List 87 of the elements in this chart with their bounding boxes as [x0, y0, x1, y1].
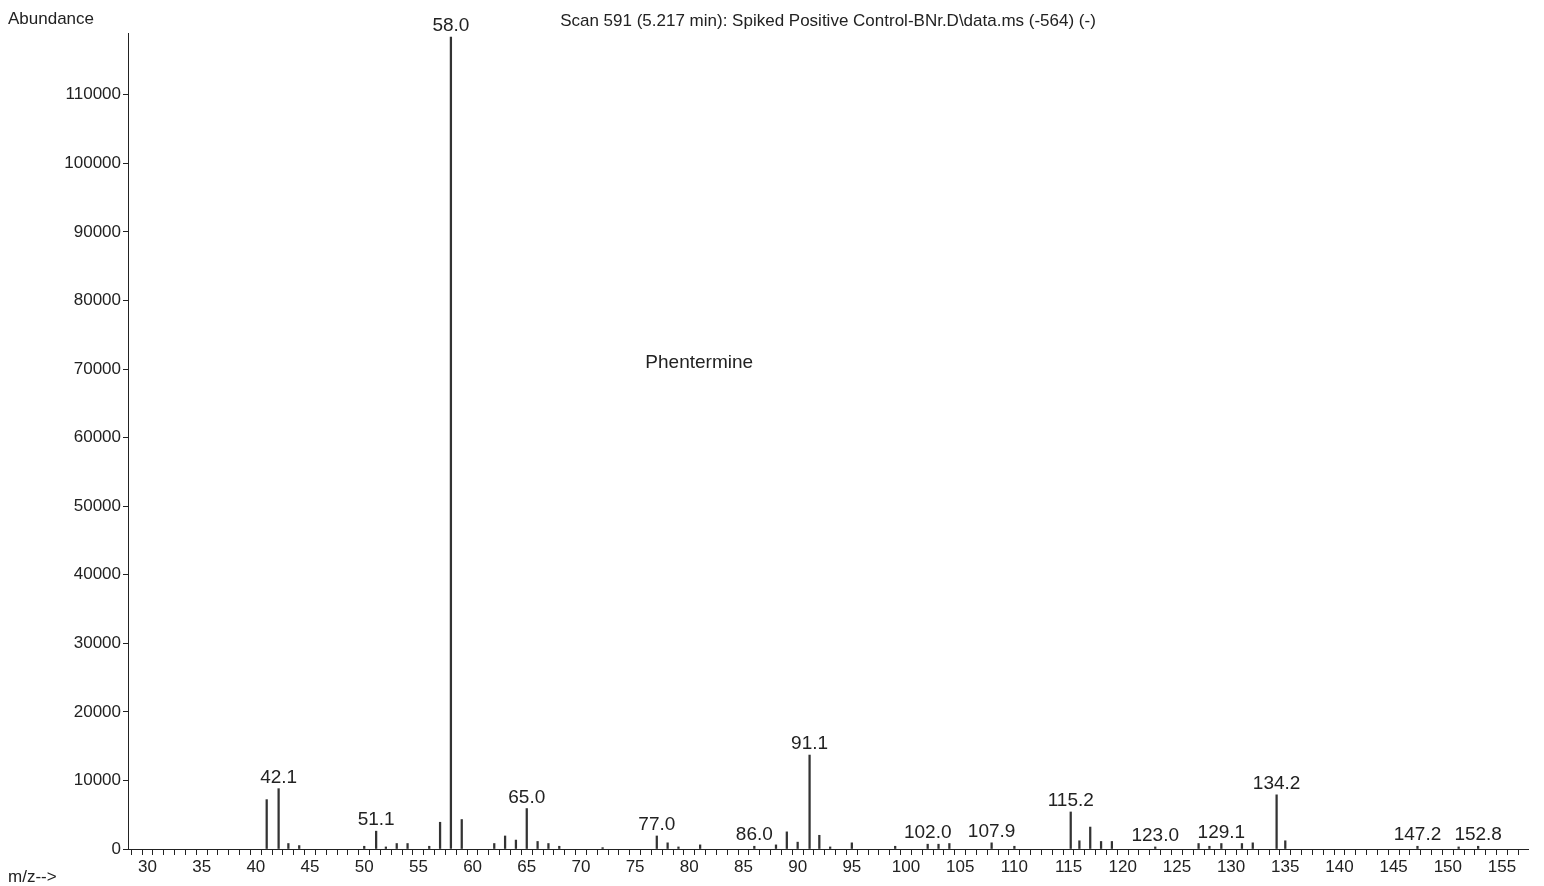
- annotation: 86.0: [735, 823, 773, 845]
- bar: [395, 843, 398, 849]
- y-tick-label: 70000: [73, 358, 121, 378]
- y-tick-label: 0: [111, 838, 121, 858]
- bar: [926, 843, 929, 849]
- x-tick-label: 125: [1162, 856, 1192, 876]
- annotation: 129.1: [1197, 820, 1246, 842]
- x-tick-label: 35: [192, 856, 212, 876]
- x-tick-label: 120: [1108, 856, 1137, 876]
- chart-title: Scan 591 (5.217 min): Spiked Positive Control-BNr.D\data.ms (-564) (-): [560, 11, 1096, 30]
- x-tick-label: 115: [1055, 856, 1083, 876]
- x-tick-label: 60: [463, 856, 483, 876]
- y-axis-title: Abundance: [8, 9, 95, 28]
- bar: [406, 843, 409, 849]
- annotation: 65.0: [508, 785, 546, 807]
- y-tick-label: 50000: [73, 495, 121, 515]
- bar: [818, 834, 821, 849]
- x-tick-label: 145: [1379, 856, 1408, 876]
- x-tick-label: 75: [625, 856, 645, 876]
- bar: [1220, 843, 1223, 849]
- y-tick-label: 90000: [73, 221, 121, 241]
- y-tick-label: 20000: [73, 701, 121, 721]
- x-tick-label: 90: [788, 856, 808, 876]
- annotation: 91.1: [791, 732, 829, 754]
- x-tick-label: 100: [891, 856, 921, 876]
- y-tick-label: 30000: [73, 632, 121, 652]
- x-tick-label: 95: [842, 856, 862, 876]
- x-tick-label: 130: [1216, 856, 1246, 876]
- x-tick-label: 50: [354, 856, 374, 876]
- bar: [990, 842, 993, 849]
- bar: [287, 843, 290, 849]
- annotation: Phentermine: [645, 350, 754, 372]
- y-tick-label: 80000: [73, 290, 121, 310]
- bar: [1251, 842, 1254, 849]
- bar: [1208, 845, 1211, 849]
- x-tick-label: 140: [1325, 856, 1354, 876]
- annotation: 107.9: [967, 819, 1016, 841]
- bar: [298, 845, 301, 849]
- y-tick-label: 100000: [64, 152, 121, 172]
- x-tick-label: 30: [138, 856, 157, 876]
- x-tick-label: 65: [517, 856, 537, 876]
- annotation: 147.2: [1393, 823, 1442, 845]
- bar: [1078, 840, 1081, 849]
- x-tick-label: 70: [571, 856, 591, 876]
- x-tick-label: 135: [1271, 856, 1300, 876]
- x-tick-label: 40: [246, 856, 266, 876]
- bar: [277, 788, 280, 849]
- bar: [666, 842, 669, 849]
- x-axis-title: m/z-->: [8, 867, 57, 886]
- annotation: 152.8: [1454, 823, 1502, 845]
- annotation: 42.1: [260, 765, 298, 787]
- bar: [850, 842, 853, 849]
- y-tick-label: 10000: [73, 770, 121, 790]
- annotation: 58.0: [432, 14, 470, 36]
- x-tick-label: 110: [1000, 856, 1028, 876]
- annotation: 102.0: [903, 821, 952, 843]
- bar: [1110, 841, 1114, 849]
- annotation: 51.1: [357, 808, 395, 830]
- bar: [677, 846, 680, 849]
- bar: [536, 841, 539, 849]
- bar: [1240, 843, 1244, 849]
- annotation: 115.2: [1047, 788, 1094, 810]
- annotation: 123.0: [1131, 823, 1180, 845]
- x-tick-label: 55: [408, 856, 428, 876]
- bar: [808, 754, 811, 849]
- y-tick-label: 40000: [73, 564, 121, 584]
- bar: [493, 843, 496, 849]
- x-tick-label: 45: [300, 856, 320, 876]
- y-tick-label: 110000: [65, 84, 121, 104]
- x-tick-label: 105: [946, 856, 975, 876]
- annotation: 134.2: [1252, 771, 1301, 793]
- x-tick-label: 150: [1433, 856, 1462, 876]
- y-tick-label: 60000: [73, 427, 121, 447]
- bar: [1275, 794, 1278, 849]
- bar: [1013, 845, 1016, 849]
- bar: [460, 819, 463, 849]
- x-tick-label: 80: [679, 856, 699, 876]
- bar: [1099, 841, 1103, 849]
- bar: [948, 843, 951, 849]
- x-tick-label: 155: [1487, 856, 1517, 876]
- x-tick-label: 85: [734, 856, 753, 876]
- bar: [547, 843, 550, 849]
- bar: [1416, 845, 1419, 849]
- bar: [937, 843, 940, 849]
- bar: [1284, 840, 1287, 849]
- bar: [1197, 843, 1200, 849]
- annotation: 77.0: [638, 812, 676, 834]
